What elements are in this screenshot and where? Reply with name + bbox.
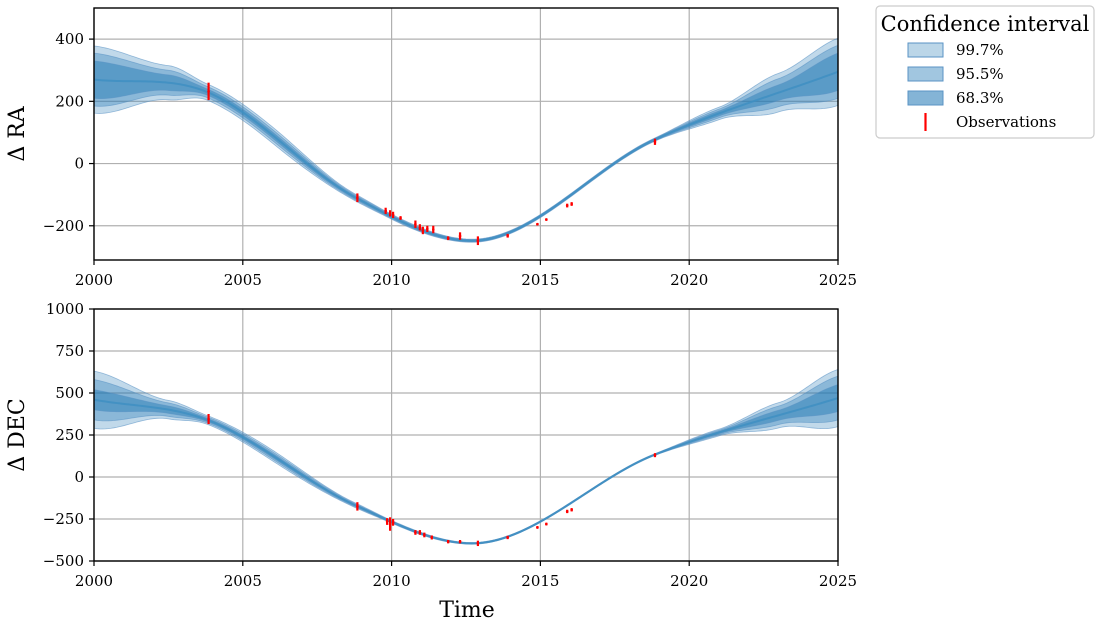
observation-point (476, 542, 480, 545)
observation-point (414, 531, 417, 534)
y-tick-label: −250 (43, 510, 84, 528)
legend-swatch-band_95 (907, 66, 944, 82)
y-tick-label: 200 (55, 92, 84, 110)
legend-entry-label: 99.7% (956, 41, 1004, 59)
y-axis-label: Δ DEC (5, 398, 30, 471)
y-tick-label: 1000 (46, 300, 84, 318)
observation-point (653, 453, 657, 457)
legend-entry-label: 68.3% (956, 89, 1004, 107)
legend-swatch-band_68 (907, 90, 944, 106)
observation-point (476, 239, 480, 243)
observation-point (536, 526, 539, 529)
x-tick-label: 2025 (819, 271, 857, 289)
legend-swatch-band_997 (907, 42, 944, 58)
observation-point (446, 236, 450, 240)
observation-point (356, 505, 359, 508)
legend-title: Confidence interval (881, 12, 1090, 36)
observation-point (207, 417, 210, 421)
observation-point (207, 90, 210, 93)
observation-point (391, 213, 395, 217)
y-tick-label: 400 (55, 30, 84, 48)
x-tick-label: 2025 (819, 572, 857, 590)
band-68-3 (94, 384, 838, 545)
y-axis-label: Δ RA (5, 105, 30, 161)
x-tick-label: 2000 (75, 271, 113, 289)
band-95-5 (94, 375, 838, 545)
x-tick-label: 2010 (373, 572, 411, 590)
y-tick-label: 250 (55, 426, 84, 444)
observation-point (384, 209, 387, 213)
y-tick-label: −500 (43, 552, 84, 570)
band-68-3 (94, 52, 838, 243)
observations (207, 82, 657, 246)
observation-point (385, 520, 389, 523)
observation-point (570, 508, 573, 512)
observations (207, 414, 657, 547)
model-line (94, 70, 838, 242)
observation-point (536, 222, 539, 226)
observation-point (388, 522, 392, 526)
confidence-bands (94, 37, 838, 243)
x-tick-label: 2000 (75, 572, 113, 590)
subplot-ra: 2000 2005 2010 2015 2020 2025 −200 0 200 400 Δ RA (5, 7, 857, 289)
observation-point (570, 202, 573, 206)
x-tick-label: 2020 (670, 572, 708, 590)
observation-point (565, 510, 569, 513)
band-95-5 (94, 44, 838, 243)
band-99-7 (94, 37, 838, 243)
model-line (94, 397, 838, 545)
axes-frame (93, 7, 839, 261)
observation-point (431, 228, 435, 231)
observation-point (458, 540, 462, 543)
y-tick-label: −200 (43, 217, 84, 235)
x-tick-label: 2020 (670, 271, 708, 289)
x-axis-label: Time (439, 598, 495, 623)
y-tick-label: 0 (74, 155, 84, 173)
observation-point (430, 536, 434, 539)
observation-point (653, 140, 657, 144)
observation-point (388, 212, 392, 215)
observation-point (421, 229, 425, 232)
y-tick-label: 500 (55, 384, 84, 402)
observation-point (446, 540, 450, 543)
confidence-bands (94, 369, 838, 545)
observation-point (506, 536, 509, 539)
x-tick-label: 2005 (224, 572, 262, 590)
grid (93, 8, 839, 260)
legend-entry-label: 95.5% (956, 65, 1004, 83)
observation-point (545, 218, 548, 221)
y-tick-label: 0 (74, 468, 84, 486)
observation-point (545, 522, 548, 526)
observation-point (391, 521, 395, 524)
legend: Confidence interval 99.7% 95.5% 68.3% Observ… (875, 5, 1095, 139)
x-tick-label: 2015 (521, 572, 559, 590)
subplot-dec: 2000 2005 2010 2015 2020 2025 −500 −250 0 250 500 7… (5, 300, 857, 590)
observation-point (399, 216, 402, 220)
grid (93, 308, 839, 562)
observation-point (423, 533, 426, 537)
y-tick-label: 750 (55, 342, 84, 360)
x-tick-label: 2015 (521, 271, 559, 289)
band-99-7 (94, 369, 838, 545)
observation-point (356, 196, 359, 200)
observation-point (458, 234, 462, 238)
x-tick-label: 2010 (373, 271, 411, 289)
x-tick-label: 2005 (224, 271, 262, 289)
observation-point (426, 227, 429, 231)
legend-entry-label: Observations (956, 113, 1056, 131)
observation-point (414, 222, 417, 226)
observation-point (418, 531, 422, 534)
observation-point (418, 226, 422, 229)
observation-point (565, 204, 569, 207)
observation-point (506, 234, 509, 238)
